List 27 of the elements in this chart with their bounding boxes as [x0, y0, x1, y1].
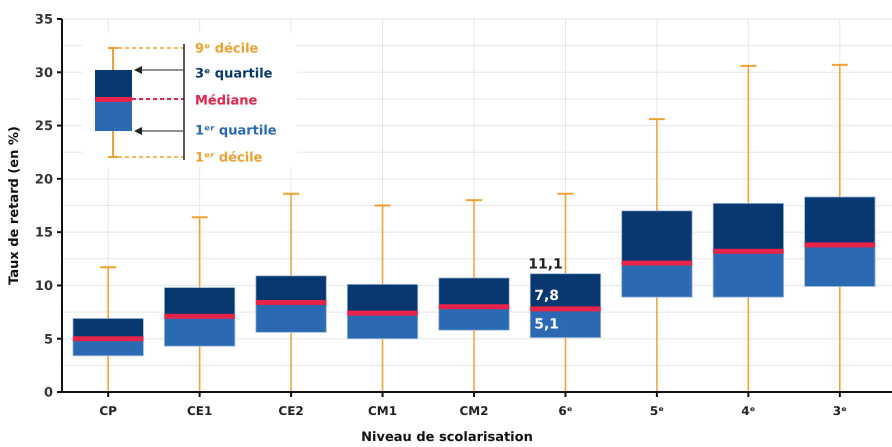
annotation: 9ᵉ décile: [195, 42, 259, 57]
x-tick-label: 4ᵉ: [741, 404, 756, 418]
y-tick-label: 20: [34, 172, 53, 188]
x-tick-label: 3ᵉ: [832, 404, 848, 418]
annotation: 7,8: [534, 288, 560, 304]
annotation: 1ᵉʳ quartile: [195, 124, 277, 139]
y-tick-label: 5: [44, 332, 53, 348]
x-tick-label: 6ᵉ: [558, 404, 573, 418]
x-tick-label: CM2: [459, 404, 489, 418]
annotation: 1ᵉʳ décile: [195, 150, 263, 166]
y-tick-label: 25: [34, 119, 53, 134]
annotation: Médiane: [195, 94, 258, 109]
annotation: 5,1: [534, 316, 560, 333]
annotation: 11,1: [528, 256, 563, 273]
y-tick-label: 10: [34, 278, 53, 294]
y-tick-label: 15: [34, 226, 53, 241]
y-tick-label: 0: [44, 386, 53, 401]
x-tick-label: CM1: [368, 404, 398, 418]
y-tick-label: 30: [34, 66, 53, 81]
x-tick-label: CE1: [186, 404, 212, 418]
x-tick-label: CP: [99, 404, 118, 418]
annotation: 3ᵉ quartile: [195, 66, 273, 82]
x-axis-title: Niveau de scolarisation: [361, 430, 533, 445]
y-tick-label: 35: [34, 12, 53, 28]
x-tick-label: 5ᵉ: [650, 404, 664, 418]
x-tick-label: CE2: [278, 404, 304, 418]
y-axis-title: Taux de retard (en %): [7, 126, 22, 285]
